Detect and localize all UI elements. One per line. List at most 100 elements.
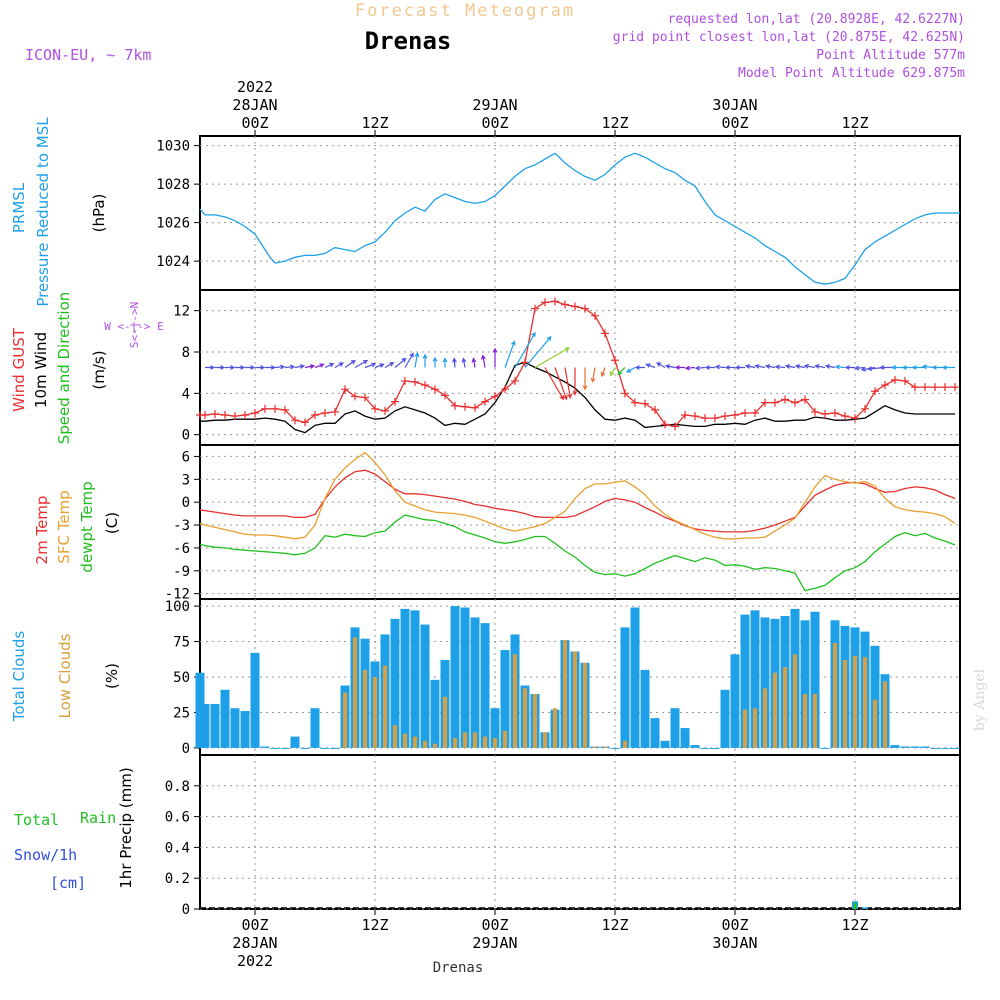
low-cloud-bar (843, 659, 847, 748)
gust-marker (391, 397, 399, 406)
gust-marker (551, 297, 559, 306)
gust-marker (341, 385, 349, 394)
total-cloud-bar (710, 747, 720, 749)
total-cloud-bar (500, 650, 510, 748)
top-hour-label: 00Z (721, 114, 748, 132)
wind-vector (324, 362, 335, 369)
bottom-hour-label: 00Z (241, 916, 268, 934)
low-cloud-bar (573, 651, 577, 748)
total-cloud-bar (870, 645, 880, 748)
precip-labels: Total Rain Snow/1h [cm] 1hr Precip (mm) (14, 767, 135, 892)
pressure-series (199, 152, 960, 285)
low-cloud-bar (563, 640, 567, 748)
total-cloud-bar (400, 608, 410, 748)
low-cloud-bar (753, 708, 757, 748)
low-cloud-bar (503, 730, 507, 748)
gust-marker (821, 410, 829, 418)
y-tick-label: 6 (182, 449, 190, 465)
total-cloud-bar (450, 606, 460, 748)
low-cloud-bar (783, 667, 787, 748)
gust-marker (421, 381, 429, 390)
total-cloud-bar (390, 618, 400, 748)
gust-marker (701, 414, 709, 423)
total-cloud-bar (660, 740, 670, 748)
top-hour-label: 12Z (841, 114, 868, 132)
wind-vector (452, 357, 457, 368)
low-cloud-bar (513, 654, 517, 748)
total-cloud-bar (760, 617, 770, 748)
gust-marker (921, 383, 929, 392)
gust-marker (691, 412, 699, 421)
y-tick-label: 0.2 (165, 871, 190, 887)
wind-vector (384, 362, 395, 369)
wind-vector (414, 352, 420, 368)
wind-vector (754, 364, 766, 369)
total-cloud-bar (480, 623, 490, 748)
wind-vector (205, 365, 216, 370)
low-cloud-bar (583, 662, 587, 748)
low-cloud-bar (483, 736, 487, 748)
low-cloud-bar (363, 669, 367, 748)
panel-frames (199, 135, 961, 910)
low-cloud-bar (623, 740, 627, 748)
gust-marker (901, 376, 909, 385)
total-cloud-bar (200, 703, 210, 748)
precip-snow-label: Snow/1h (14, 846, 77, 864)
y-tick-label: 0 (182, 741, 190, 757)
gust-marker (451, 401, 459, 410)
wind-vector (534, 347, 570, 369)
gust-marker (291, 416, 299, 425)
y-tick-label: 0.6 (165, 810, 190, 826)
gust-marker (881, 381, 889, 390)
gust-marker (831, 408, 839, 417)
top-day-label: 30JAN (712, 96, 757, 114)
requested-coords: requested lon,lat (20.8928E, 42.6227N) (668, 12, 965, 27)
wind-vector (572, 367, 578, 396)
gust-marker (661, 420, 669, 429)
total-cloud-bar (240, 711, 250, 748)
wind-vector (814, 364, 826, 369)
wind-vector (294, 364, 306, 369)
low-cloud-bar (743, 709, 747, 748)
total-cloud-bar (650, 718, 660, 748)
gust-marker (571, 302, 579, 311)
y-tick-label: 75 (173, 635, 190, 651)
wind-vector (803, 363, 816, 369)
wind-vector (626, 366, 636, 373)
cloud-labels: Total Clouds Low Clouds (%) (10, 631, 121, 723)
y-tick-label: 0.8 (165, 779, 190, 795)
gust-marker (801, 395, 809, 404)
gust-marker (471, 403, 479, 412)
wind-vector (504, 340, 516, 368)
y-tick-label: 8 (182, 345, 190, 361)
total-cloud-bar (910, 746, 920, 748)
total-cloud-bar (670, 708, 680, 748)
gust-marker (731, 411, 739, 420)
total-cloud-bar (920, 746, 930, 748)
precip-bars (200, 901, 960, 909)
low-cloud-bar (473, 732, 477, 748)
total-cloud-bar (730, 654, 740, 748)
point-altitude: Point Altitude 577m (816, 48, 965, 63)
gust-marker (541, 298, 549, 307)
wind-vector (609, 367, 616, 377)
wind-vector (364, 362, 377, 369)
low-cloud-bar (543, 732, 547, 748)
total-cloud-bar (750, 610, 760, 748)
total-clouds-label: Total Clouds (10, 631, 28, 723)
y-tick-label: 3 (182, 472, 190, 488)
gust-marker (501, 385, 509, 394)
temp-sfc-label: SFC Temp (55, 490, 73, 563)
top-day-label: 28JAN (232, 96, 277, 114)
pressure-labels: PRMSL Pressure Reduced to MSL (hPa) (10, 117, 108, 307)
low-cloud-bar (763, 688, 767, 748)
wind-unit: (m/s) (90, 350, 108, 389)
y-tick-label: -9 (173, 564, 190, 580)
low-cloud-bar (793, 654, 797, 748)
bottom-hour-label: 12Z (361, 916, 388, 934)
wind-vector (235, 365, 246, 370)
total-cloud-bar (890, 745, 900, 748)
wind-vector (764, 364, 776, 369)
wind-vector (704, 365, 715, 370)
